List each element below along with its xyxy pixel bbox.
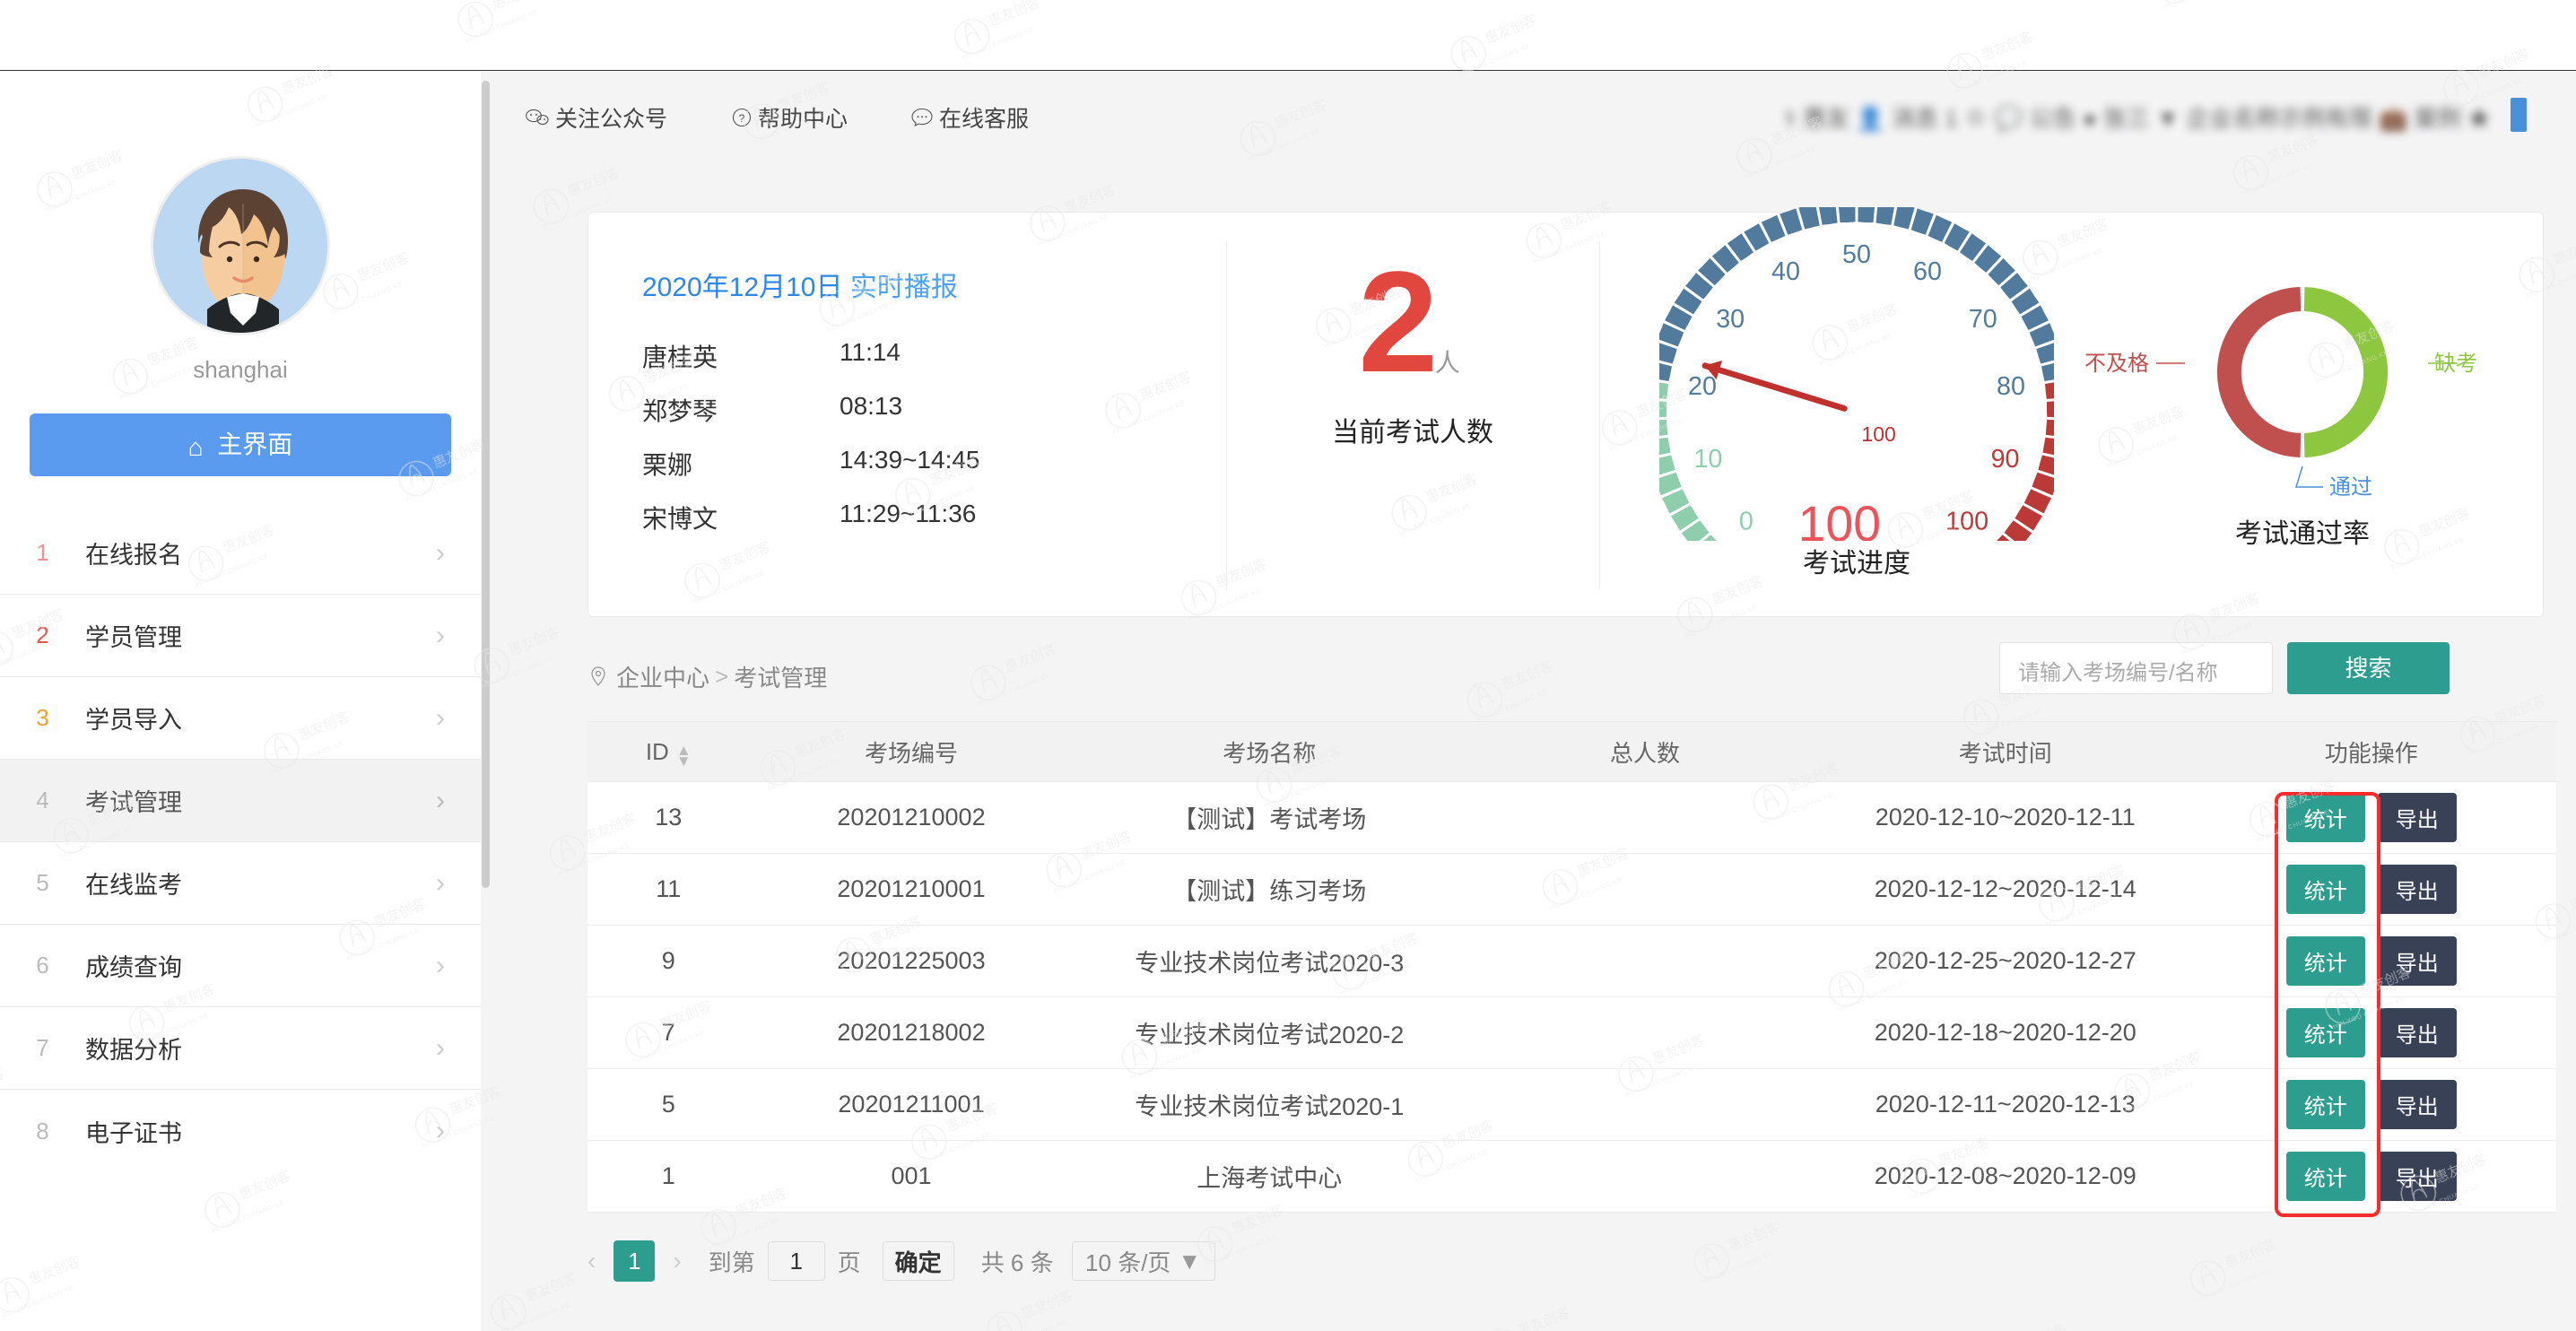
svg-text:不及格: 不及格: [2084, 352, 2149, 376]
svg-text:30: 30: [1716, 305, 1745, 334]
svg-text:100: 100: [1861, 422, 1895, 446]
svg-text:20: 20: [1688, 372, 1717, 401]
svg-text:10: 10: [1693, 445, 1722, 474]
svg-text:40: 40: [1771, 257, 1800, 286]
svg-text:60: 60: [1913, 257, 1942, 286]
svg-text:90: 90: [1991, 445, 2020, 474]
svg-text:80: 80: [1997, 372, 2025, 401]
svg-text:0: 0: [1739, 507, 1754, 535]
svg-text:70: 70: [1969, 305, 1997, 334]
svg-text:100: 100: [1798, 496, 1882, 541]
svg-text:缺考: 缺考: [2434, 352, 2477, 376]
svg-text:通过: 通过: [2329, 475, 2372, 500]
svg-text:100: 100: [1945, 507, 1989, 535]
svg-text:?: ?: [739, 112, 745, 125]
svg-text:50: 50: [1842, 240, 1871, 269]
